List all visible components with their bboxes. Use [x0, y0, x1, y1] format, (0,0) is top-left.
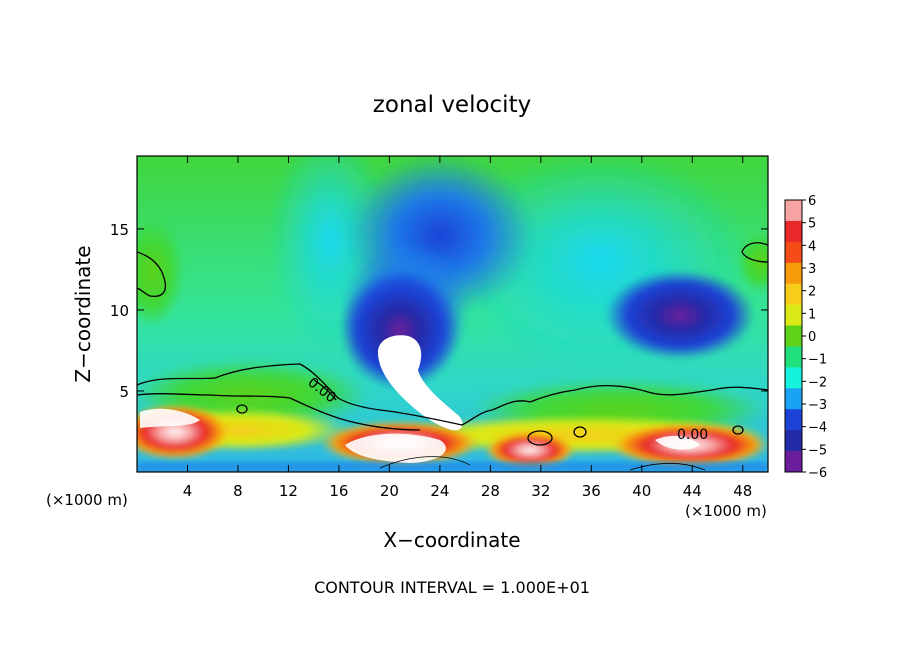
colorbar-swatch: [785, 325, 802, 347]
field-white-plume: [378, 335, 463, 431]
colorbar-tick-label: −5: [808, 443, 827, 458]
colorbar-swatch: [785, 241, 802, 264]
colorbar-swatch: [785, 220, 802, 243]
x-tick-label: 40: [632, 482, 651, 500]
x-tick-label: 12: [279, 482, 298, 500]
x-unit-label-right: (×1000 m): [685, 502, 767, 520]
x-axis: 4 8 12 16 20 24 28 32 36 40 44 48: [183, 156, 752, 500]
colorbar-swatch: [785, 283, 802, 306]
field-jet-core-left: [340, 270, 460, 390]
field-white-surface-left: [140, 408, 200, 428]
x-tick-label: 4: [183, 482, 193, 500]
y-axis-label: Z−coordinate: [71, 245, 95, 382]
heatmap-field: [137, 156, 768, 472]
colorbar-swatch: [785, 346, 802, 368]
x-tick-label: 24: [430, 482, 449, 500]
contour-label-right: 0.00: [677, 427, 708, 443]
colorbar-tick-label: 2: [808, 285, 816, 300]
x-tick-label: 48: [733, 482, 752, 500]
colorbar-swatch: [785, 430, 802, 452]
contour-surface-thin-2: [629, 462, 706, 471]
field-white-surface-right: [655, 435, 700, 450]
contour-interval-footer: CONTOUR INTERVAL = 1.000E+01: [314, 578, 590, 597]
field-white-surface-center: [345, 433, 446, 463]
field-green-left-lobe: [137, 217, 184, 327]
colorbar-swatch: [785, 451, 802, 473]
colorbar-tick-label: 1: [808, 307, 816, 322]
chart-title: zonal velocity: [373, 92, 531, 118]
contour-small-loop-3: [573, 426, 587, 438]
colorbar-tick-label: −6: [808, 466, 827, 481]
x-tick-label: 36: [582, 482, 601, 500]
colorbar: 6 5 4 3 2 1 0 −1 −2 −3 −4 −5 −6: [784, 194, 827, 481]
colorbar-tick-label: 4: [808, 239, 816, 254]
colorbar-tick-label: 3: [808, 262, 816, 277]
colorbar-swatch: [785, 304, 802, 327]
colorbar-swatch: [785, 388, 802, 410]
colorbar-tick-label: −3: [808, 398, 827, 413]
x-tick-label: 16: [329, 482, 348, 500]
colorbar-tick-label: −1: [808, 353, 827, 368]
contour-surface-thin: [379, 456, 471, 469]
x-tick-label: 44: [683, 482, 702, 500]
colorbar-swatch: [785, 200, 802, 222]
field-jet-core-right: [605, 270, 755, 360]
colorbar-swatch: [785, 262, 802, 285]
x-tick-label: 28: [481, 482, 500, 500]
y-tick-label: 15: [110, 221, 129, 239]
contour-lower-layer-2: [137, 393, 421, 431]
x-axis-label: X−coordinate: [383, 528, 520, 552]
x-unit-label-left: (×1000 m): [46, 491, 128, 509]
y-tick-label: 10: [110, 302, 129, 320]
contour-left-lobe: [137, 251, 167, 298]
contour-label-loop: [313, 379, 337, 401]
y-tick-label: 5: [119, 383, 129, 401]
y-axis: 5 10 15: [110, 221, 768, 401]
colorbar-tick-label: 0: [808, 330, 816, 345]
contour-small-loop-4: [732, 425, 744, 435]
x-tick-label: 32: [531, 482, 550, 500]
x-tick-label: 8: [233, 482, 243, 500]
colorbar-tick-label: 6: [808, 194, 816, 209]
zero-contours: [137, 242, 768, 471]
colorbar-swatch: [785, 409, 802, 431]
colorbar-tick-label: −2: [808, 375, 827, 390]
colorbar-swatch: [785, 367, 802, 389]
x-tick-label: 20: [380, 482, 399, 500]
contour-lower-layer: [137, 363, 768, 426]
contour-small-loop-2: [527, 430, 553, 446]
colorbar-tick-label: −4: [808, 421, 827, 436]
field-bottom-blue-strip: [137, 462, 768, 472]
field-hot-mid: [485, 432, 575, 468]
plot-frame: [136, 155, 769, 473]
contour-small-loop-1: [236, 404, 248, 414]
contour-right-lobe: [741, 242, 768, 263]
colorbar-tick-label: 5: [808, 217, 816, 232]
